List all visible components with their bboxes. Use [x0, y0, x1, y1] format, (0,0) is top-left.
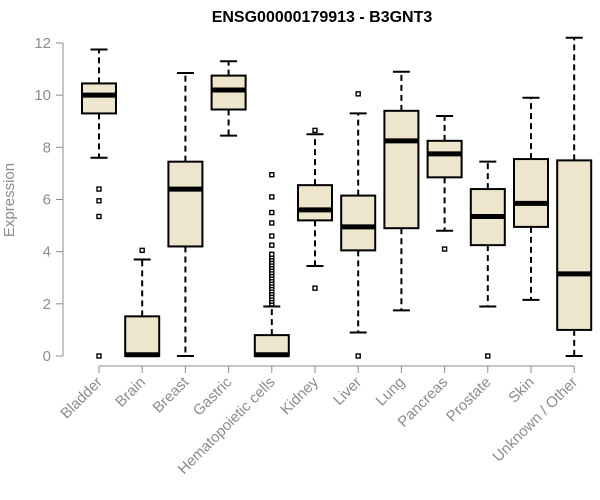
box-skin: [513, 96, 549, 301]
outlier-point: [269, 242, 275, 248]
outlier-point: [312, 127, 318, 134]
outlier-point: [269, 172, 275, 178]
box-brain: [124, 247, 161, 358]
box-breast: [167, 71, 204, 357]
box-iqr: [383, 109, 420, 230]
box-liver: [340, 91, 377, 359]
x-tick-label: Prostate: [443, 374, 495, 426]
box-bladder: [81, 48, 117, 359]
box-lung: [383, 70, 420, 312]
box-iqr: [81, 82, 117, 115]
box-iqr: [426, 139, 463, 179]
outlier-point: [96, 198, 102, 204]
box-prostate: [469, 160, 506, 359]
x-tick-label: Brain: [112, 374, 149, 411]
box-iqr: [340, 194, 377, 252]
box-iqr: [556, 159, 593, 331]
y-tick-label: 4: [43, 244, 51, 261]
box-pancreas: [426, 115, 463, 252]
box-unknown-other: [556, 36, 593, 357]
box-kidney: [297, 127, 333, 291]
box-hematopoietic-cells: [253, 172, 290, 358]
y-axis: 0 2 4 6 8 10 12: [34, 35, 64, 365]
outlier-point: [355, 353, 361, 359]
y-tick-label: 6: [43, 192, 51, 209]
box-iqr: [167, 160, 204, 248]
boxes-group: [81, 36, 593, 359]
x-tick-label: Breast: [150, 373, 193, 416]
box-iqr: [210, 74, 247, 111]
outlier-point: [139, 247, 145, 254]
y-tick-label: 8: [43, 139, 51, 156]
outlier-point: [312, 285, 318, 291]
box-iqr: [124, 315, 161, 357]
box-iqr: [297, 184, 333, 222]
outlier-point: [96, 213, 102, 220]
y-axis-label: Expression: [1, 163, 18, 237]
y-tick-label: 2: [43, 296, 51, 313]
y-tick-label: 12: [34, 35, 51, 52]
outlier-point: [269, 233, 275, 239]
y-tick-label: 10: [34, 87, 51, 104]
outlier-point: [355, 91, 361, 97]
chart-title: ENSG00000179913 - B3GNT3: [212, 9, 433, 26]
outlier-point: [269, 194, 275, 200]
box-gastric: [210, 60, 247, 137]
x-tick-label: Liver: [330, 374, 365, 409]
box-iqr: [513, 158, 549, 228]
outlier-point: [269, 251, 275, 257]
x-tick-label: Bladder: [57, 374, 106, 423]
outlier-point: [441, 246, 448, 252]
x-tick-label: Kidney: [277, 373, 322, 418]
x-tick-label: Skin: [505, 374, 538, 407]
outlier-point: [269, 209, 275, 216]
outlier-point: [269, 220, 275, 226]
x-tick-label: Lung: [373, 374, 409, 410]
outlier-point: [96, 186, 102, 192]
outlier-point: [96, 353, 102, 359]
y-tick-label: 0: [43, 348, 51, 365]
outlier-point: [485, 353, 491, 359]
